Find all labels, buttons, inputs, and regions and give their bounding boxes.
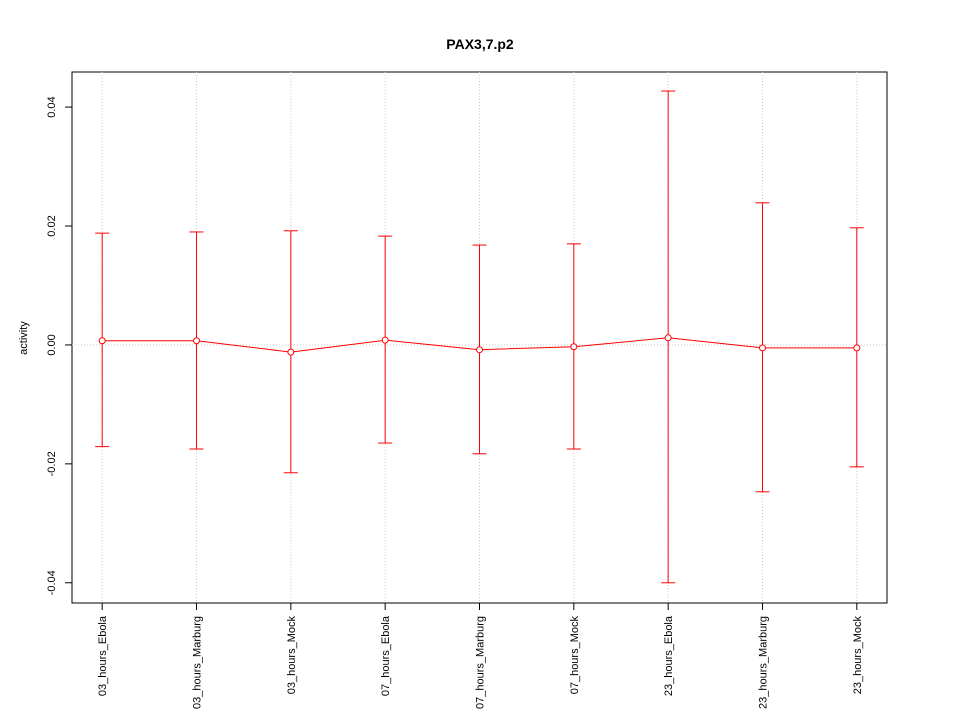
- point: [381, 336, 389, 344]
- point: [98, 337, 106, 345]
- x-tick-label: 07_hours_Mock: [569, 616, 581, 695]
- point: [664, 334, 672, 342]
- y-axis-label: activity: [18, 321, 30, 355]
- y-tick-label: -0.04: [46, 570, 58, 595]
- y-tick-label: -0.02: [46, 451, 58, 476]
- point: [287, 348, 295, 356]
- x-tick-label: 07_hours_Ebola: [380, 615, 392, 696]
- y-tick-label: 0.02: [46, 215, 58, 236]
- point: [570, 343, 578, 351]
- x-tick-label: 03_hours_Ebola: [97, 615, 109, 696]
- y-tick-label: 0.04: [46, 96, 58, 117]
- x-tick-label: 03_hours_Marburg: [192, 616, 204, 709]
- x-tick-label: 23_hours_Marburg: [757, 616, 769, 709]
- y-tick-label: 0.00: [46, 334, 58, 355]
- x-tick-label: 07_hours_Marburg: [475, 616, 487, 709]
- point: [193, 337, 201, 345]
- x-tick-label: 23_hours_Mock: [852, 616, 864, 695]
- chart-title: PAX3,7.p2: [446, 36, 514, 52]
- point: [476, 346, 483, 354]
- point: [853, 344, 861, 352]
- x-tick-label: 23_hours_Ebola: [663, 615, 675, 696]
- x-tick-label: 03_hours_Mock: [286, 616, 298, 695]
- point: [758, 344, 766, 352]
